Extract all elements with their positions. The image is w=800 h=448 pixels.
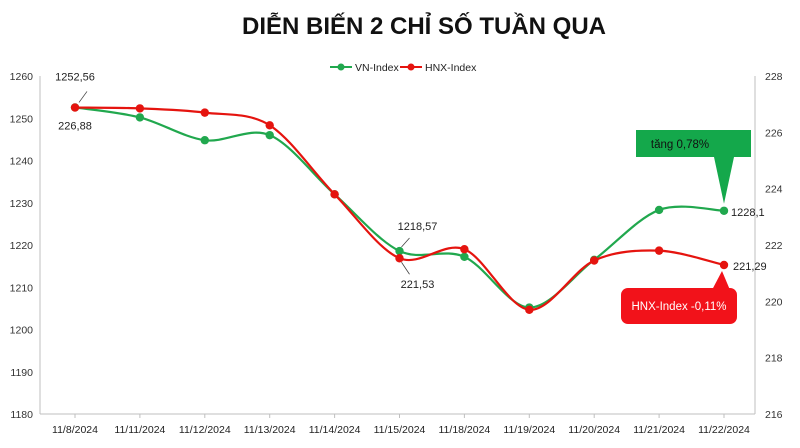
- x-tick-label: 11/15/2024: [374, 424, 426, 436]
- callout-hnx-index: HNX-Index -0,11%: [621, 270, 737, 324]
- right-tick-label: 220: [765, 296, 783, 308]
- x-tick-label: 11/21/2024: [633, 424, 685, 436]
- data-point-vn-index: [395, 246, 404, 256]
- x-tick-label: 11/20/2024: [568, 424, 620, 436]
- left-tick-label: 1260: [10, 71, 34, 83]
- data-point-hnx-index: [460, 245, 469, 254]
- data-label: 221,53: [401, 279, 435, 291]
- data-point-vn-index: [135, 113, 145, 122]
- label-leader: [401, 262, 410, 275]
- data-point-hnx-index: [395, 254, 404, 263]
- data-label: 221,29: [733, 261, 767, 273]
- axes: 1180 1190 1200 1210 1220 1230 1240 1250 1260 216 2…: [10, 71, 783, 436]
- plot-area: [70, 103, 729, 314]
- data-point-vn-index: [265, 130, 274, 140]
- left-tick-label: 1190: [10, 367, 33, 379]
- data-point-vn-index: [719, 206, 729, 215]
- x-tick-label: 11/13/2024: [244, 424, 296, 436]
- left-tick-label: 1180: [10, 409, 33, 421]
- data-point-hnx-index: [330, 190, 339, 199]
- data-point-vn-index: [200, 136, 209, 145]
- series-line-hnx-index: [74, 106, 725, 311]
- data-point-hnx-index: [135, 104, 145, 113]
- data-label: 1252,56: [55, 71, 95, 83]
- data-point-vn-index: [460, 252, 469, 262]
- callout-shape: [636, 130, 751, 204]
- callouts: tăng 0,78% HNX-Index -0,11%: [621, 130, 751, 324]
- legend-item-hnx-index: HNX-Index: [400, 62, 477, 74]
- data-point-hnx-index: [200, 108, 209, 117]
- label-leader: [78, 91, 88, 103]
- legend-item-vn-index: VN-Index: [330, 62, 400, 74]
- chart-title: DIỄN BIẾN 2 CHỈ SỐ TUẦN QUA: [242, 11, 606, 40]
- left-tick-label: 1200: [10, 325, 34, 337]
- x-tick-label: 11/22/2024: [698, 424, 750, 436]
- x-tick-label: 11/8/2024: [52, 424, 98, 436]
- x-tick-label: 11/11/2024: [114, 424, 165, 436]
- data-point-hnx-index: [590, 256, 599, 265]
- right-tick-label: 218: [765, 353, 783, 365]
- data-point-hnx-index: [654, 246, 664, 255]
- data-point-hnx-index: [265, 121, 274, 130]
- data-point-vn-index: [654, 205, 664, 215]
- callout-pointer: [712, 270, 730, 290]
- left-tick-label: 1210: [10, 282, 34, 294]
- x-tick-label: 11/18/2024: [439, 424, 491, 436]
- series-line-vn-index: [74, 106, 725, 309]
- data-labels: 1252,56 226,88 1218,57 221,53 1228,1 221,29: [55, 71, 767, 291]
- left-tick-label: 1250: [10, 113, 34, 125]
- label-leader: [401, 237, 410, 248]
- data-point-hnx-index: [70, 103, 80, 112]
- legend-marker: [407, 63, 415, 71]
- data-label: 1228,1: [731, 207, 765, 219]
- left-tick-label: 1230: [10, 198, 34, 210]
- data-label: 226,88: [58, 121, 92, 133]
- data-point-hnx-index: [525, 305, 534, 314]
- callout-label: tăng 0,78%: [651, 139, 709, 151]
- x-tick-label: 11/12/2024: [179, 424, 231, 436]
- legend-marker: [337, 63, 345, 71]
- left-tick-label: 1220: [10, 240, 34, 252]
- right-tick-label: 226: [765, 127, 783, 139]
- x-tick-label: 11/19/2024: [503, 424, 555, 436]
- right-tick-label: 224: [765, 184, 783, 196]
- left-tick-label: 1240: [10, 156, 34, 168]
- x-tick-label: 11/14/2024: [309, 424, 361, 436]
- legend-label: VN-Index: [355, 62, 400, 74]
- right-tick-label: 228: [765, 71, 783, 83]
- legend-label: HNX-Index: [425, 62, 477, 74]
- callout-shape: [621, 288, 737, 324]
- right-tick-label: 222: [765, 240, 783, 252]
- right-tick-label: 216: [765, 409, 783, 421]
- legend: VN-Index HNX-Index: [330, 62, 477, 74]
- callout-label: HNX-Index -0,11%: [631, 301, 726, 313]
- data-label: 1218,57: [398, 221, 438, 233]
- callout-vn-index: tăng 0,78%: [636, 130, 751, 204]
- data-point-hnx-index: [719, 260, 729, 270]
